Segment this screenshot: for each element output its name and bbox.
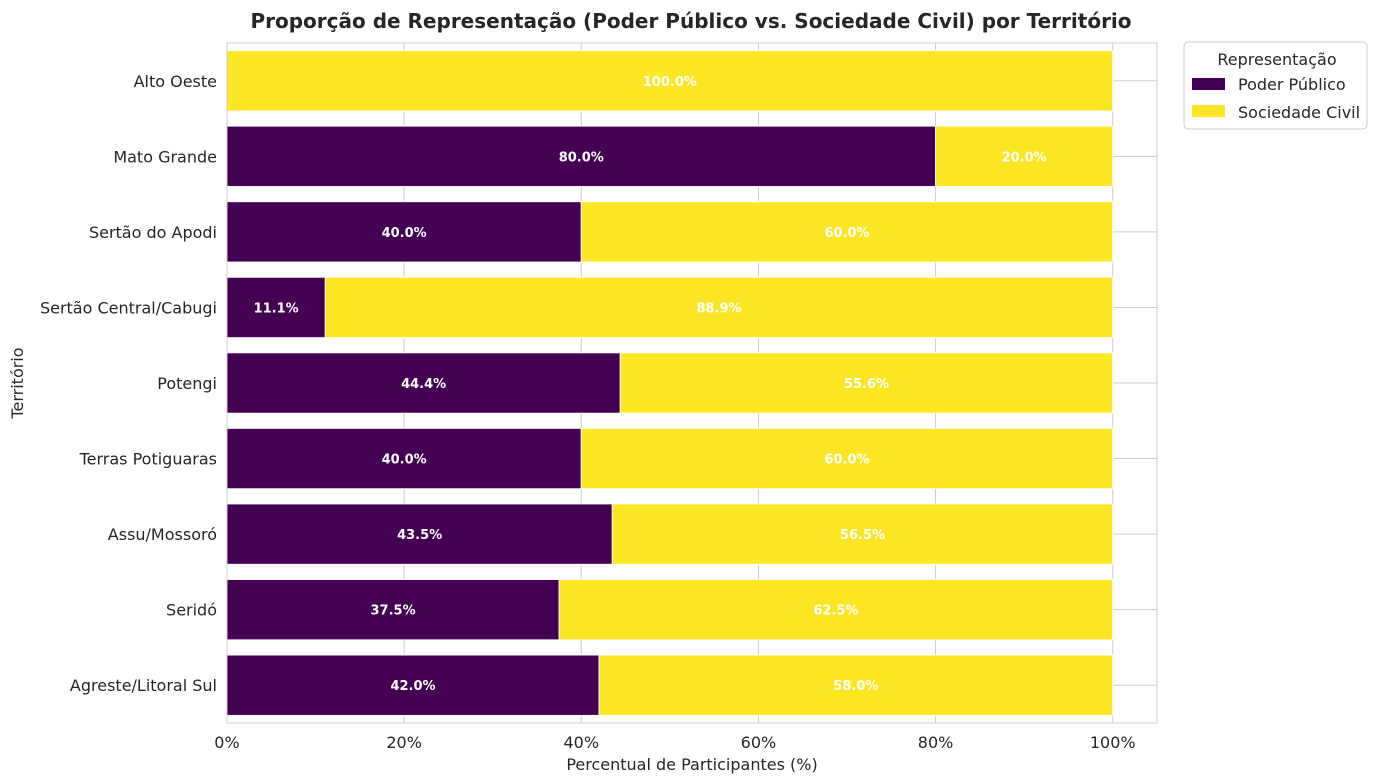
legend-swatch-sociedade-civil: [1192, 105, 1225, 117]
plot-frame: [226, 42, 1158, 724]
bar-value-label: 40.0%: [382, 226, 427, 241]
x-tick-label: 0%: [214, 733, 239, 752]
x-tick-label: 40%: [564, 733, 600, 752]
y-tick-label: Sertão do Apodi: [89, 223, 217, 242]
bar-value-label: 58.0%: [833, 679, 878, 694]
bar-segment: [226, 201, 582, 263]
x-tick-labels: 0% 20% 40% 60% 80% 100%: [214, 733, 1135, 752]
bar-value-label: 11.1%: [254, 301, 299, 316]
y-tick-label: Mato Grande: [113, 147, 217, 166]
bar-value-label: 55.6%: [844, 377, 889, 392]
bar-value-label: 20.0%: [1002, 150, 1047, 165]
bars: [226, 50, 1114, 716]
y-tick-label: Potengi: [157, 374, 217, 393]
y-axis-label: Território: [8, 347, 27, 419]
legend-title: Representação: [1217, 50, 1336, 69]
bar-segment: [226, 503, 613, 565]
x-tick-label: 80%: [918, 733, 954, 752]
y-tick-label: Agreste/Litoral Sul: [70, 676, 217, 695]
legend-label-poder-publico: Poder Público: [1238, 75, 1346, 94]
x-tick-label: 60%: [741, 733, 777, 752]
bar-segment: [611, 503, 1114, 565]
bar-value-label: 100.0%: [643, 75, 697, 90]
y-tick-label: Seridó: [166, 601, 217, 620]
bar-segment: [935, 125, 1114, 188]
legend: Representação Poder Público Sociedade Ci…: [1183, 41, 1368, 130]
bar-segment: [598, 654, 1114, 716]
x-tick-label: 20%: [386, 733, 422, 752]
bar-value-label: 60.0%: [824, 453, 869, 468]
legend-swatch-poder-publico: [1192, 78, 1225, 90]
y-tick-label: Alto Oeste: [134, 72, 217, 91]
data-labels: 100.0% 80.0% 20.0% 40.0% 60.0% 11.1% 88.9% 44.4…: [254, 75, 1047, 694]
y-tick-label: Assu/Mossoró: [108, 525, 217, 544]
y-tick-label: Sertão Central/Cabugi: [40, 298, 217, 317]
bar-value-label: 43.5%: [397, 528, 442, 543]
bar-value-label: 62.5%: [813, 604, 858, 619]
y-tick-label: Terras Potiguaras: [79, 450, 217, 469]
bar-value-label: 80.0%: [559, 150, 604, 165]
bar-value-label: 60.0%: [824, 226, 869, 241]
y-tick-labels: Alto Oeste Mato Grande Sertão do Apodi Sert…: [40, 72, 217, 695]
bar-segment: [558, 578, 1114, 641]
x-axis-label: Percentual de Participantes (%): [566, 755, 817, 774]
bar-segment: [226, 352, 621, 414]
bar-segment: [226, 427, 582, 490]
bar-value-label: 42.0%: [390, 679, 435, 694]
bar-segment: [226, 276, 326, 339]
bar-value-label: 37.5%: [371, 604, 416, 619]
bar-segment: [619, 352, 1114, 414]
chart-title: Proporção de Representação (Poder Públic…: [250, 9, 1131, 33]
legend-box: [1183, 41, 1368, 130]
bar-value-label: 44.4%: [401, 377, 446, 392]
bar-value-label: 88.9%: [696, 301, 741, 316]
bar-segment: [226, 50, 1114, 112]
bar-value-label: 56.5%: [840, 528, 885, 543]
bar-segment: [324, 276, 1114, 339]
bar-segment: [580, 201, 1114, 263]
bar-value-label: 40.0%: [382, 453, 427, 468]
legend-label-sociedade-civil: Sociedade Civil: [1238, 103, 1360, 122]
x-tick-label: 100%: [1090, 733, 1136, 752]
bar-segment: [580, 427, 1114, 490]
